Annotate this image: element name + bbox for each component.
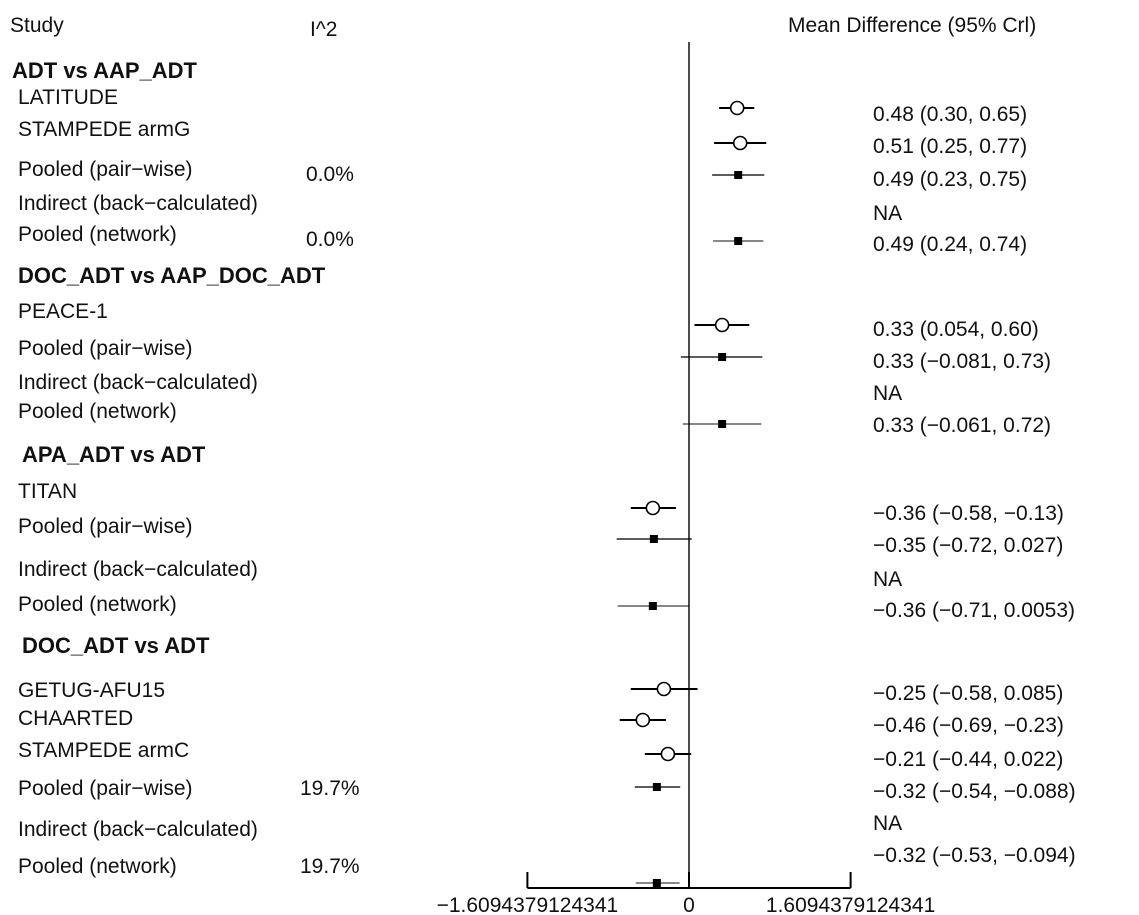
ci-text: NA xyxy=(873,202,902,225)
study-column-header: Study xyxy=(10,14,64,37)
ci-text: −0.46 (−0.69, −0.23) xyxy=(873,714,1064,737)
i2-column-header: I^2 xyxy=(310,18,337,41)
row-label: Pooled (pair−wise) xyxy=(18,158,193,181)
point-estimate-square xyxy=(652,879,661,887)
ci-text: −0.25 (−0.58, 0.085) xyxy=(873,682,1063,705)
row-label: Pooled (network) xyxy=(18,855,177,878)
row-label: Pooled (pair−wise) xyxy=(18,337,193,360)
row-label: PEACE-1 xyxy=(18,300,108,323)
row-label: STAMPEDE armC xyxy=(18,739,189,762)
effect-column-header: Mean Difference (95% Crl) xyxy=(788,14,1036,37)
row-label: CHAARTED xyxy=(18,707,133,730)
point-estimate-circle xyxy=(732,135,748,151)
ci-text: −0.36 (−0.71, 0.0053) xyxy=(873,599,1075,622)
row-label: LATITUDE xyxy=(18,86,118,109)
ci-text: 0.33 (0.054, 0.60) xyxy=(873,318,1039,341)
ci-text: −0.32 (−0.53, −0.094) xyxy=(873,844,1076,867)
point-estimate-circle xyxy=(635,712,651,728)
row-label: GETUG-AFU15 xyxy=(18,679,165,702)
point-estimate-circle xyxy=(660,746,676,762)
forest-rows-layer: ADT vs AAP_ADT LATITUDE 0.48 (0.30, 0.65) S… xyxy=(12,42,1076,915)
ci-text: 0.49 (0.24, 0.74) xyxy=(873,233,1027,256)
point-estimate-circle xyxy=(714,317,730,333)
i2-value: 0.0% xyxy=(306,163,354,186)
ci-text: 0.51 (0.25, 0.77) xyxy=(873,135,1027,158)
i2-value: 0.0% xyxy=(306,228,354,251)
group-title: ADT vs AAP_ADT xyxy=(12,58,198,83)
point-estimate-circle xyxy=(645,500,661,516)
row-label: TITAN xyxy=(18,480,77,503)
point-estimate-square xyxy=(652,783,661,791)
row-label: Pooled (pair−wise) xyxy=(18,515,193,538)
ci-text: −0.36 (−0.58, −0.13) xyxy=(873,502,1064,525)
ci-text: −0.35 (−0.72, 0.027) xyxy=(873,534,1063,557)
x-tick-label: 1.6094379124341 xyxy=(766,894,935,915)
point-estimate-square xyxy=(734,171,743,179)
row-label: Pooled (network) xyxy=(18,593,177,616)
point-estimate-square xyxy=(649,535,658,543)
x-tick-label: −1.6094379124341 xyxy=(437,894,619,915)
row-label: STAMPEDE armG xyxy=(18,118,190,141)
point-estimate-square xyxy=(718,420,727,428)
point-estimate-square xyxy=(734,237,743,245)
row-label: Indirect (back−calculated) xyxy=(18,192,258,215)
row-label: Pooled (network) xyxy=(18,223,177,246)
row-label: Indirect (back−calculated) xyxy=(18,558,258,581)
row-label: Indirect (back−calculated) xyxy=(18,371,258,394)
i2-value: 19.7% xyxy=(300,855,360,878)
group-title: APA_ADT vs ADT xyxy=(22,442,206,467)
group-title: DOC_ADT vs ADT xyxy=(22,633,210,658)
ci-text: −0.21 (−0.44, 0.022) xyxy=(873,748,1063,771)
i2-value: 19.7% xyxy=(300,777,360,800)
ci-text: 0.49 (0.23, 0.75) xyxy=(873,168,1027,191)
ci-text: NA xyxy=(873,382,902,405)
point-estimate-circle xyxy=(729,100,745,116)
group-title: DOC_ADT vs AAP_DOC_ADT xyxy=(18,263,326,288)
row-label: Pooled (network) xyxy=(18,400,177,423)
row-label: Indirect (back−calculated) xyxy=(18,818,258,841)
ci-text: 0.33 (−0.081, 0.73) xyxy=(873,350,1051,373)
point-estimate-circle xyxy=(656,681,672,697)
ci-text: −0.32 (−0.54, −0.088) xyxy=(873,780,1076,803)
point-estimate-square xyxy=(648,602,657,610)
ci-text: NA xyxy=(873,812,902,835)
ci-text: 0.48 (0.30, 0.65) xyxy=(873,103,1027,126)
ci-text: NA xyxy=(873,568,902,591)
point-estimate-square xyxy=(718,353,727,361)
row-label: Pooled (pair−wise) xyxy=(18,777,193,800)
x-tick-label: 0 xyxy=(683,894,695,915)
ci-text: 0.33 (−0.061, 0.72) xyxy=(873,414,1051,437)
